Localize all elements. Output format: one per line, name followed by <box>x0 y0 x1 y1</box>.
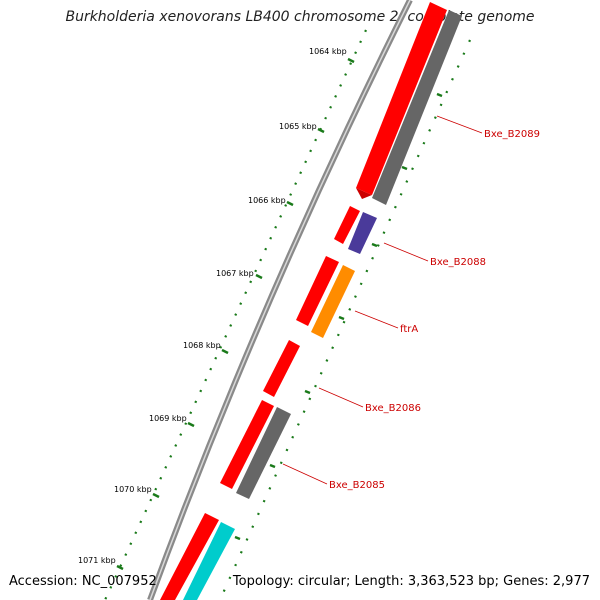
leader-bxe-b2086 <box>318 387 364 408</box>
backbone-ring <box>147 0 413 600</box>
tick-label-1068: 1068 kbp <box>183 341 221 350</box>
gene-labels: Bxe_B2089 Bxe_B2088 ftrA Bxe_B2086 Bxe_B… <box>329 129 540 491</box>
gene-label-bxe-b2086[interactable]: Bxe_B2086 <box>365 403 421 414</box>
outer-dotted-tick-ring <box>103 29 368 600</box>
inner-tick-2 <box>401 165 408 171</box>
gene-forward-1-tip <box>356 188 372 199</box>
tick-label-1071: 1071 kbp <box>78 556 116 565</box>
gene-reverse-4[interactable] <box>236 407 291 499</box>
forward-strand-genes <box>160 2 447 600</box>
leader-ftra <box>354 310 399 329</box>
leader-bxe-b2088 <box>383 242 429 262</box>
gene-reverse-1[interactable] <box>372 10 462 205</box>
major-tick-1070 <box>152 492 160 499</box>
gene-label-bxe-b2089[interactable]: Bxe_B2089 <box>484 129 540 140</box>
gene-label-leaders <box>282 115 483 485</box>
inner-tick-6 <box>269 463 276 469</box>
tick-label-1067: 1067 kbp <box>216 269 254 278</box>
reverse-strand-genes <box>183 10 462 600</box>
tick-labels: 1064 kbp 1065 kbp 1066 kbp 1067 kbp 1068… <box>78 47 347 565</box>
major-tick-1068 <box>221 348 229 355</box>
gene-forward-5[interactable] <box>220 400 274 489</box>
tick-label-1064: 1064 kbp <box>309 47 347 56</box>
gene-forward-3[interactable] <box>296 256 339 326</box>
inner-tick-1 <box>436 92 443 98</box>
major-ticks <box>116 57 355 571</box>
inner-dotted-tick-ring <box>218 39 472 600</box>
leader-bxe-b2089 <box>436 115 483 134</box>
tick-label-1069: 1069 kbp <box>149 414 187 423</box>
genome-summary-text: Topology: circular; Length: 3,363,523 bp… <box>232 574 590 589</box>
gene-forward-4[interactable] <box>263 340 300 397</box>
major-tick-1064 <box>347 57 355 64</box>
major-tick-1069 <box>187 421 195 428</box>
inner-ticks <box>234 92 443 541</box>
gene-forward-1[interactable] <box>356 2 447 195</box>
tick-label-1066: 1066 kbp <box>248 196 286 205</box>
gene-label-bxe-b2085[interactable]: Bxe_B2085 <box>329 480 385 491</box>
map-title: Burkholderia xenovorans LB400 chromosome… <box>65 9 535 25</box>
gene-reverse-ftrA[interactable] <box>311 265 355 338</box>
backbone-ring-highlight <box>149 0 411 600</box>
tick-label-1070: 1070 kbp <box>114 485 152 494</box>
gene-label-ftra[interactable]: ftrA <box>400 324 418 335</box>
inner-tick-7 <box>234 535 241 541</box>
major-tick-1066 <box>286 200 294 207</box>
gene-forward-6[interactable] <box>160 513 219 600</box>
inner-tick-4 <box>338 315 345 321</box>
gene-reverse-2[interactable] <box>348 212 377 254</box>
major-tick-1071 <box>116 564 124 571</box>
inner-tick-3 <box>371 242 378 248</box>
leader-bxe-b2085 <box>282 463 328 485</box>
major-tick-1065 <box>317 127 325 134</box>
gene-label-bxe-b2088[interactable]: Bxe_B2088 <box>430 257 486 268</box>
gene-reverse-5[interactable] <box>183 522 235 600</box>
accession-text: Accession: NC_007952 <box>9 574 157 589</box>
tick-label-1065: 1065 kbp <box>279 122 317 131</box>
gene-forward-2[interactable] <box>334 206 360 244</box>
inner-tick-5 <box>304 389 311 395</box>
major-tick-1067 <box>255 273 263 280</box>
